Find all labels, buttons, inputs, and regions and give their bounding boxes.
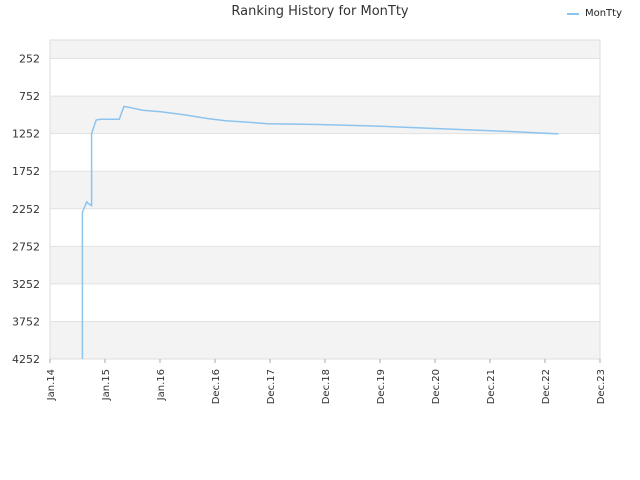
legend: MonTty <box>566 8 622 19</box>
y-tick-label: 2752 <box>12 240 40 253</box>
y-tick-label: 1752 <box>12 165 40 178</box>
x-tick-label: Dec.21 <box>486 369 497 404</box>
x-tick-label: Dec.23 <box>596 369 607 404</box>
legend-swatch <box>566 12 579 15</box>
grid-band <box>50 40 600 59</box>
grid-band <box>50 96 600 134</box>
grid-band <box>50 171 600 209</box>
x-tick-label: Dec.19 <box>376 369 387 404</box>
legend-label: MonTty <box>584 8 622 19</box>
x-tick-label: Jan.15 <box>101 369 112 401</box>
y-tick-label: 252 <box>19 53 40 66</box>
y-tick-label: 1252 <box>12 128 40 141</box>
y-tick-label: 2252 <box>12 203 40 216</box>
x-tick-label: Dec.22 <box>541 369 552 404</box>
chart-title: Ranking History for MonTty <box>231 4 409 19</box>
grid-band <box>50 321 600 359</box>
x-tick-label: Dec.17 <box>266 369 277 404</box>
x-tick-label: Dec.16 <box>211 369 222 404</box>
y-tick-label: 752 <box>19 90 40 103</box>
x-tick-label: Jan.14 <box>46 369 57 401</box>
grid-band <box>50 246 600 284</box>
y-tick-label: 4252 <box>12 353 40 366</box>
y-tick-label: 3752 <box>12 315 40 328</box>
x-tick-label: Dec.18 <box>321 369 332 404</box>
x-tick-label: Dec.20 <box>431 369 442 404</box>
x-tick-label: Jan.16 <box>156 369 167 401</box>
series-line <box>81 105 559 359</box>
y-tick-label: 3252 <box>12 278 40 291</box>
